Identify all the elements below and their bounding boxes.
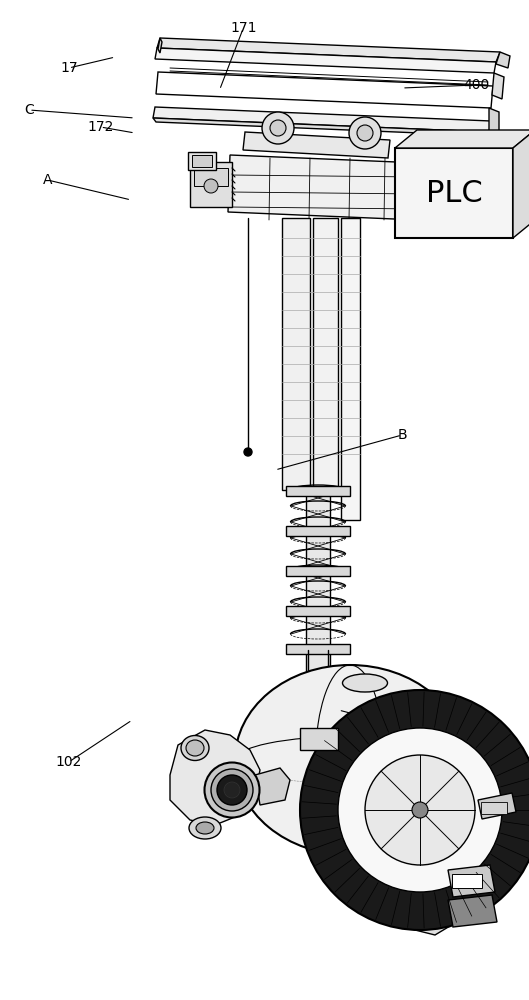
Text: 172: 172: [87, 120, 114, 134]
Ellipse shape: [365, 755, 475, 865]
Bar: [192, 155, 212, 167]
Text: A: A: [43, 173, 52, 187]
Polygon shape: [153, 107, 491, 132]
Polygon shape: [158, 38, 162, 53]
Circle shape: [412, 802, 428, 818]
Ellipse shape: [217, 775, 247, 805]
Polygon shape: [415, 730, 487, 925]
Polygon shape: [157, 38, 500, 62]
Polygon shape: [228, 155, 420, 220]
Polygon shape: [395, 130, 529, 148]
Polygon shape: [496, 52, 510, 68]
Ellipse shape: [181, 736, 209, 760]
Bar: [300, 728, 338, 750]
Ellipse shape: [186, 740, 204, 756]
Ellipse shape: [205, 762, 260, 818]
Text: PLC: PLC: [426, 178, 482, 208]
Text: 400: 400: [463, 78, 489, 92]
Bar: [395, 148, 513, 238]
Text: C: C: [24, 103, 34, 117]
Polygon shape: [170, 730, 260, 825]
Ellipse shape: [300, 690, 529, 930]
Text: 102: 102: [56, 755, 82, 769]
Polygon shape: [313, 218, 338, 490]
Bar: [286, 566, 350, 576]
Polygon shape: [513, 130, 529, 238]
Polygon shape: [478, 793, 516, 819]
Circle shape: [357, 125, 373, 141]
Bar: [286, 606, 350, 616]
Bar: [190, 162, 232, 207]
Polygon shape: [306, 490, 330, 690]
Polygon shape: [156, 72, 493, 108]
Ellipse shape: [338, 728, 502, 892]
Ellipse shape: [196, 822, 214, 834]
Polygon shape: [282, 218, 310, 490]
Polygon shape: [341, 218, 360, 520]
Bar: [188, 152, 216, 170]
Ellipse shape: [342, 674, 388, 692]
Bar: [286, 526, 350, 536]
Bar: [286, 486, 350, 496]
Circle shape: [270, 120, 286, 136]
Polygon shape: [155, 48, 496, 73]
Ellipse shape: [235, 665, 465, 855]
Polygon shape: [153, 118, 492, 136]
Polygon shape: [405, 720, 495, 935]
Circle shape: [244, 448, 252, 456]
Text: 1021: 1021: [427, 731, 462, 745]
Circle shape: [204, 179, 218, 193]
Polygon shape: [448, 865, 495, 897]
Text: 17: 17: [60, 61, 78, 75]
Text: 171: 171: [230, 21, 257, 35]
Bar: [194, 168, 228, 186]
Circle shape: [349, 117, 381, 149]
Ellipse shape: [211, 769, 253, 811]
Text: B: B: [397, 428, 407, 442]
Polygon shape: [489, 108, 499, 136]
Polygon shape: [492, 73, 504, 99]
Polygon shape: [243, 132, 390, 158]
Ellipse shape: [224, 782, 240, 798]
Polygon shape: [255, 768, 290, 805]
Circle shape: [262, 112, 294, 144]
Ellipse shape: [189, 817, 221, 839]
Bar: [452, 874, 482, 888]
Bar: [286, 644, 350, 654]
Bar: [481, 802, 507, 814]
Polygon shape: [448, 895, 497, 927]
